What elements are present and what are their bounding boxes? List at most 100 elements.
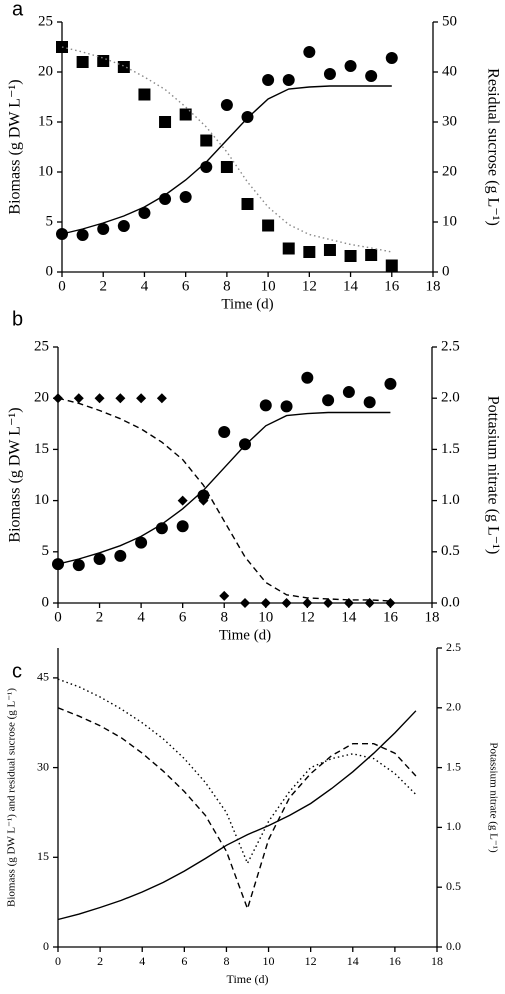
fit-line [57, 411, 391, 565]
point [179, 108, 192, 121]
point [76, 56, 89, 68]
y-tick-label: 15 [34, 441, 49, 457]
point [117, 61, 130, 73]
x-tick-label: 2 [99, 278, 107, 294]
point [159, 116, 172, 128]
point [218, 425, 231, 438]
point [200, 134, 213, 147]
y-tick-label: 15 [37, 849, 49, 863]
x-tick-label: 6 [179, 609, 187, 625]
x-tick-label: 8 [220, 609, 228, 625]
x-tick-label: 14 [341, 609, 357, 625]
y2-tick-label: 50 [442, 13, 457, 29]
y-tick-label: 5 [46, 213, 54, 229]
panel-label: b [12, 308, 23, 330]
x-tick-label: 14 [347, 954, 359, 968]
x-tick-label: 12 [300, 609, 315, 625]
point [241, 111, 254, 123]
y2-tick-label: 1.0 [441, 492, 460, 508]
point [385, 52, 398, 64]
point [365, 70, 378, 82]
y-tick-label: 0 [42, 594, 50, 610]
point [303, 46, 316, 58]
point [117, 220, 130, 232]
y2-axis-title: Residual sucrose (g L⁻¹) [484, 68, 501, 226]
fit-line [57, 397, 391, 602]
point [136, 393, 147, 404]
point [220, 99, 233, 111]
x-tick-label: 8 [223, 278, 231, 294]
y-axis-title: Biomass (g DW L⁻¹) [7, 79, 24, 214]
x-tick-label: 8 [223, 954, 229, 968]
x-tick-label: 16 [383, 609, 399, 625]
point [365, 249, 378, 261]
x-axis-title: Time (d) [227, 972, 269, 986]
point [219, 590, 230, 601]
point [262, 219, 275, 232]
x-tick-label: 14 [343, 278, 359, 294]
point [385, 259, 398, 272]
y-tick-label: 5 [42, 543, 50, 559]
point [259, 399, 272, 412]
panel-label: c [12, 660, 22, 682]
point [93, 552, 106, 565]
y2-tick-label: 2.0 [441, 390, 460, 406]
x-tick-label: 6 [182, 278, 190, 294]
y-tick-label: 15 [38, 113, 53, 129]
fit-line [61, 85, 392, 235]
x-tick-label: 18 [425, 609, 440, 625]
x-tick-label: 4 [137, 609, 145, 625]
y2-tick-label: 0.0 [441, 594, 460, 610]
y-tick-label: 25 [38, 13, 53, 29]
point [97, 55, 110, 67]
point [73, 393, 84, 404]
y2-tick-label: 2.0 [446, 700, 461, 714]
y2-tick-label: 1.5 [441, 441, 460, 457]
y-tick-label: 30 [37, 759, 49, 773]
point [135, 536, 148, 549]
point [302, 598, 313, 608]
point [241, 198, 254, 210]
x-tick-label: 18 [426, 278, 441, 294]
y2-tick-label: 10 [442, 213, 457, 229]
point [301, 371, 314, 384]
y2-tick-label: 20 [442, 163, 457, 179]
x-tick-label: 0 [58, 278, 66, 294]
y2-tick-label: 1.0 [446, 819, 461, 833]
x-tick-label: 18 [431, 954, 443, 968]
x-tick-label: 16 [384, 278, 400, 294]
point [115, 393, 126, 404]
y-tick-label: 10 [38, 163, 53, 179]
x-tick-label: 0 [55, 954, 61, 968]
point [323, 244, 336, 256]
fit-line [61, 46, 392, 253]
point [198, 495, 209, 506]
point [344, 250, 357, 262]
point [281, 598, 292, 608]
point [384, 377, 397, 390]
x-tick-label: 16 [389, 954, 401, 968]
point [385, 598, 396, 608]
x-tick-label: 12 [302, 278, 317, 294]
y2-tick-label: 0.5 [446, 879, 461, 893]
point [156, 393, 167, 404]
point [282, 242, 295, 255]
point [262, 74, 275, 86]
x-tick-label: 10 [261, 278, 276, 294]
x-tick-label: 0 [54, 609, 62, 625]
point [323, 68, 336, 80]
x-tick-label: 4 [141, 278, 149, 294]
x-axis-title: Time (d) [221, 296, 273, 312]
y2-axis-title: Potassium nitrate (g L⁻¹) [487, 742, 499, 853]
point [138, 207, 151, 219]
y-tick-label: 0 [43, 939, 49, 953]
point [176, 520, 189, 533]
y2-axis-title: Pottasium nitrate (g L⁻¹) [484, 396, 501, 555]
point [240, 598, 250, 608]
point [239, 438, 251, 451]
point [97, 223, 110, 235]
x-tick-label: 2 [97, 954, 103, 968]
point [177, 495, 188, 506]
y2-tick-label: 1.5 [446, 759, 461, 773]
fit-line [57, 710, 417, 921]
